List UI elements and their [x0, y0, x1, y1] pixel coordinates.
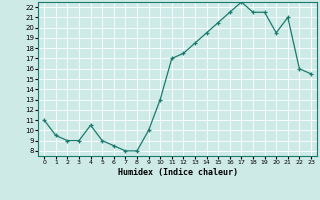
X-axis label: Humidex (Indice chaleur): Humidex (Indice chaleur) [118, 168, 238, 177]
